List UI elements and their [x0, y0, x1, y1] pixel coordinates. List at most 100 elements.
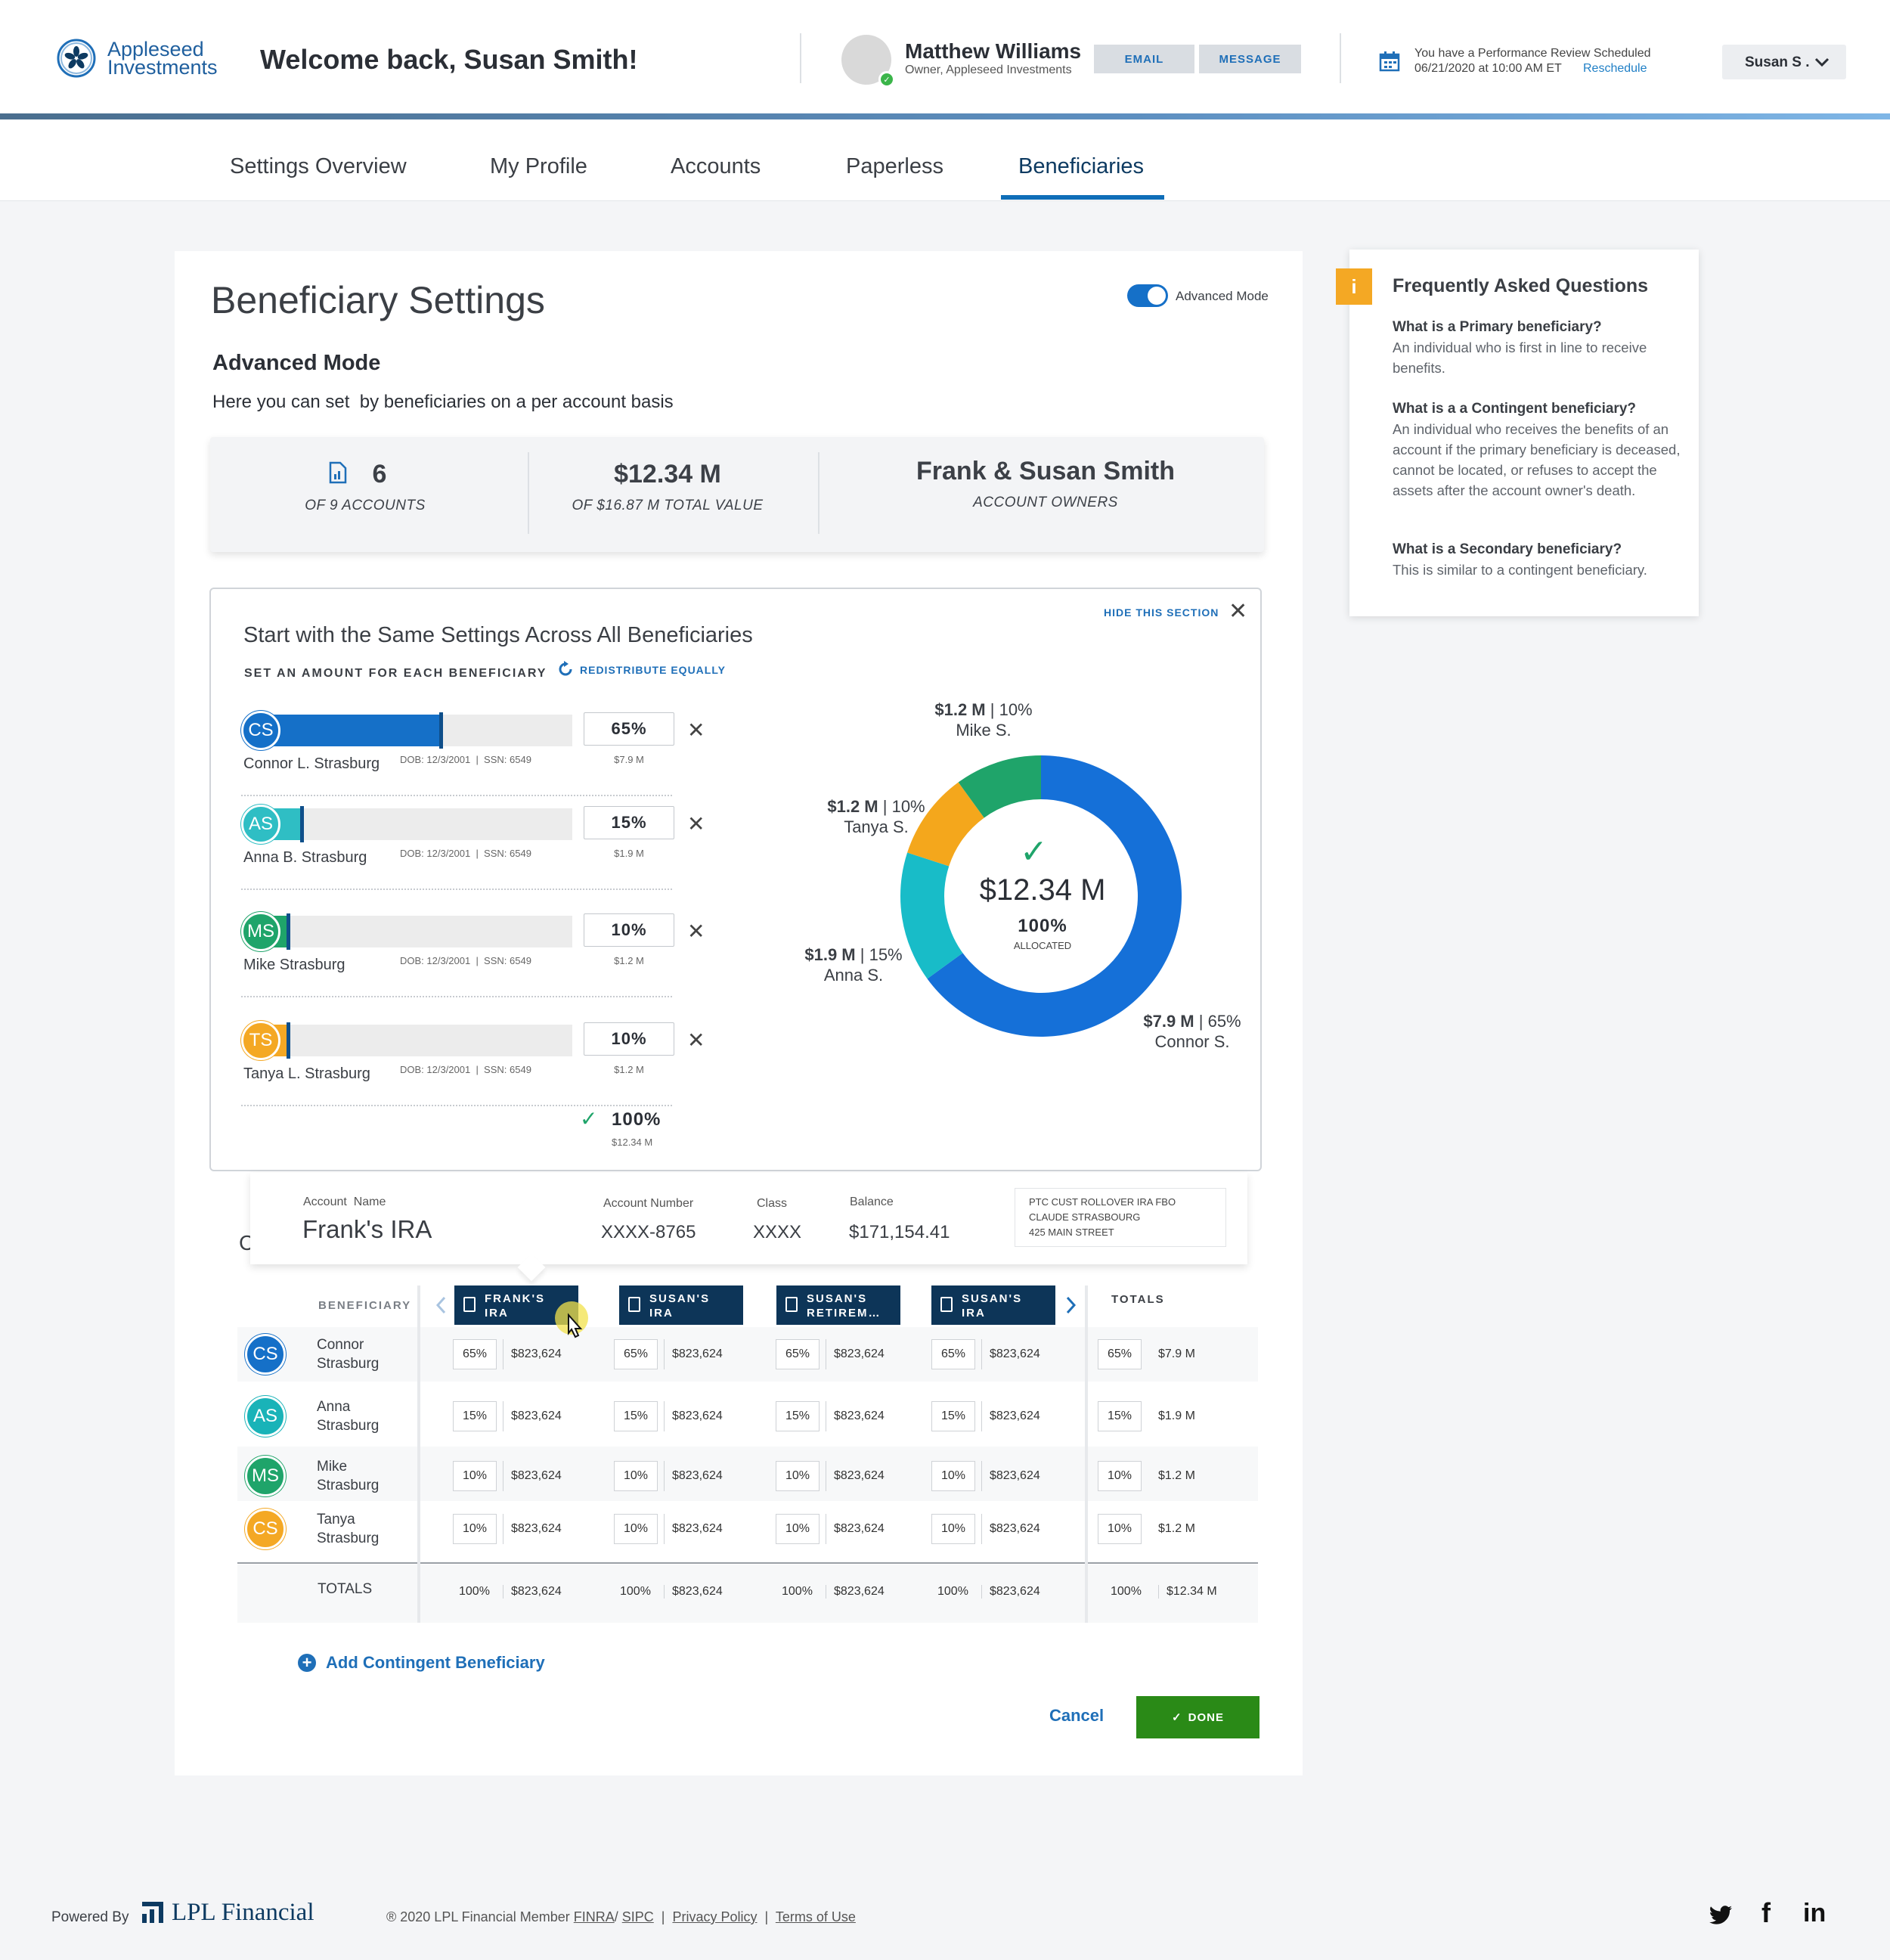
percent-input[interactable]: 15%	[584, 806, 674, 839]
account-tab-line2: IRA	[962, 1307, 986, 1320]
tab-my-profile[interactable]: My Profile	[490, 154, 587, 178]
hand-cursor-icon	[555, 1301, 588, 1338]
logo[interactable]: Appleseed Investments	[56, 38, 222, 83]
privacy-link[interactable]: Privacy Policy	[672, 1909, 758, 1924]
percent-cell[interactable]: 15%	[931, 1401, 975, 1431]
beneficiary-name: Connor Strasburg	[317, 1335, 379, 1373]
percent-cell[interactable]: 65%	[931, 1339, 975, 1369]
advanced-mode-toggle[interactable]	[1127, 284, 1168, 307]
chevron-right-icon[interactable]	[1064, 1296, 1077, 1314]
percent-cell[interactable]: 65%	[776, 1339, 820, 1369]
slider-handle[interactable]	[300, 806, 304, 842]
donut-center-label: ALLOCATED	[1013, 940, 1072, 951]
total-percent: 100%	[459, 1585, 490, 1598]
totals-divider	[237, 1562, 1258, 1564]
total-percent-cell[interactable]: 10%	[1098, 1514, 1142, 1544]
percent-input[interactable]: 65%	[584, 712, 674, 746]
total-check-icon: ✓	[580, 1107, 598, 1130]
remove-beneficiary-icon[interactable]: ✕	[687, 1028, 705, 1052]
percent-input[interactable]: 10%	[584, 1022, 674, 1056]
hide-section-link[interactable]: HIDE THIS SECTION	[1104, 606, 1219, 619]
percent-cell[interactable]: 10%	[776, 1514, 820, 1544]
remove-beneficiary-icon[interactable]: ✕	[687, 920, 705, 943]
address-line: PTC CUST ROLLOVER IRA FBO	[1029, 1196, 1176, 1208]
percent-cell[interactable]: 10%	[453, 1461, 497, 1491]
cancel-button[interactable]: Cancel	[1049, 1706, 1105, 1725]
slider-fill	[261, 715, 442, 746]
total-percent-cell[interactable]: 15%	[1098, 1401, 1142, 1431]
percent-input[interactable]: 10%	[584, 913, 674, 947]
header-divider	[800, 33, 801, 83]
total-amount-cell: $7.9 M	[1158, 1348, 1195, 1360]
grand-total-percent: 100%	[1111, 1585, 1142, 1598]
percent-cell[interactable]: 65%	[614, 1339, 658, 1369]
beneficiary-name: Anna Strasburg	[317, 1397, 379, 1435]
slider-handle[interactable]	[439, 712, 443, 749]
slice-label-connor: $7.9 M | 65% Connor S.	[1117, 1011, 1268, 1052]
percent-cell[interactable]: 10%	[614, 1461, 658, 1491]
sipc-link[interactable]: SIPC	[621, 1909, 654, 1924]
percent-cell[interactable]: 10%	[931, 1514, 975, 1544]
beneficiary-slider-row: TS 10% $1.2 M Tanya L. Strasburg DOB: 12/3/2…	[241, 1011, 705, 1117]
amount-cell: $823,624	[503, 1461, 562, 1491]
account-tab[interactable]: SUSAN'S IRA	[619, 1285, 743, 1325]
linkedin-icon[interactable]: in	[1803, 1899, 1826, 1927]
beneficiary-amount: $1.2 M	[614, 1064, 644, 1075]
total-amount: $823,624	[664, 1585, 723, 1599]
email-button[interactable]: EMAIL	[1094, 45, 1194, 73]
beneficiary-name: Mike Strasburg	[243, 957, 345, 973]
twitter-icon[interactable]	[1709, 1905, 1733, 1926]
account-tab-line2: RETIREM…	[807, 1307, 881, 1320]
percent-cell[interactable]: 10%	[614, 1514, 658, 1544]
review-notice: You have a Performance Review Scheduled	[1414, 47, 1651, 60]
beneficiary-dob-ssn: DOB: 12/3/2001 | SSN: 6549	[400, 955, 531, 966]
add-contingent-label: Add Contingent Beneficiary	[326, 1653, 545, 1672]
percent-cell[interactable]: 10%	[453, 1514, 497, 1544]
active-tab-indicator	[1001, 195, 1164, 200]
col-divider	[1085, 1285, 1088, 1623]
close-icon[interactable]: ✕	[1228, 599, 1248, 624]
facebook-icon[interactable]: f	[1761, 1897, 1771, 1928]
remove-beneficiary-icon[interactable]: ✕	[687, 718, 705, 742]
account-number: XXXX-8765	[601, 1222, 696, 1242]
user-menu[interactable]: Susan S .	[1722, 45, 1846, 79]
tab-beneficiaries[interactable]: Beneficiaries	[1018, 154, 1145, 178]
tab-paperless[interactable]: Paperless	[846, 154, 943, 178]
row-divider	[241, 795, 672, 796]
beneficiary-avatar: AS	[241, 805, 280, 844]
document-icon	[940, 1297, 953, 1312]
slider-handle[interactable]	[287, 1022, 290, 1059]
slider-handle[interactable]	[287, 913, 290, 950]
document-icon	[628, 1297, 640, 1312]
percent-cell[interactable]: 65%	[453, 1339, 497, 1369]
terms-link[interactable]: Terms of Use	[775, 1909, 856, 1924]
message-button[interactable]: MESSAGE	[1199, 45, 1301, 73]
row-divider	[241, 996, 672, 997]
row-bg	[237, 1565, 1258, 1623]
account-tab[interactable]: SUSAN'S IRA	[931, 1285, 1055, 1325]
total-percent-cell[interactable]: 65%	[1098, 1339, 1142, 1369]
remove-beneficiary-icon[interactable]: ✕	[687, 812, 705, 836]
allocation-slider[interactable]	[261, 712, 572, 749]
chevron-left-icon[interactable]	[435, 1296, 448, 1314]
donut-slice-mike-s	[958, 755, 1041, 818]
finra-link[interactable]: FINRA	[573, 1909, 615, 1924]
tab-settings-overview[interactable]: Settings Overview	[230, 154, 407, 178]
done-button[interactable]: ✓ DONE	[1136, 1696, 1259, 1738]
percent-cell[interactable]: 15%	[453, 1401, 497, 1431]
percent-cell[interactable]: 15%	[614, 1401, 658, 1431]
allocation-slider[interactable]	[261, 913, 572, 950]
total-percent-cell[interactable]: 10%	[1098, 1461, 1142, 1491]
reschedule-link[interactable]: Reschedule	[1583, 62, 1647, 75]
allocation-slider[interactable]	[261, 1022, 572, 1059]
allocation-slider[interactable]	[261, 806, 572, 842]
tab-accounts[interactable]: Accounts	[671, 154, 761, 178]
account-tab-line2: IRA	[649, 1307, 674, 1320]
account-tab[interactable]: SUSAN'S RETIREM…	[776, 1285, 900, 1325]
percent-cell[interactable]: 10%	[931, 1461, 975, 1491]
accounts-label: OF 9 ACCOUNTS	[305, 498, 426, 513]
beneficiary-avatar: CS	[245, 1334, 286, 1375]
percent-cell[interactable]: 15%	[776, 1401, 820, 1431]
percent-cell[interactable]: 10%	[776, 1461, 820, 1491]
row-bg	[237, 1327, 1258, 1382]
